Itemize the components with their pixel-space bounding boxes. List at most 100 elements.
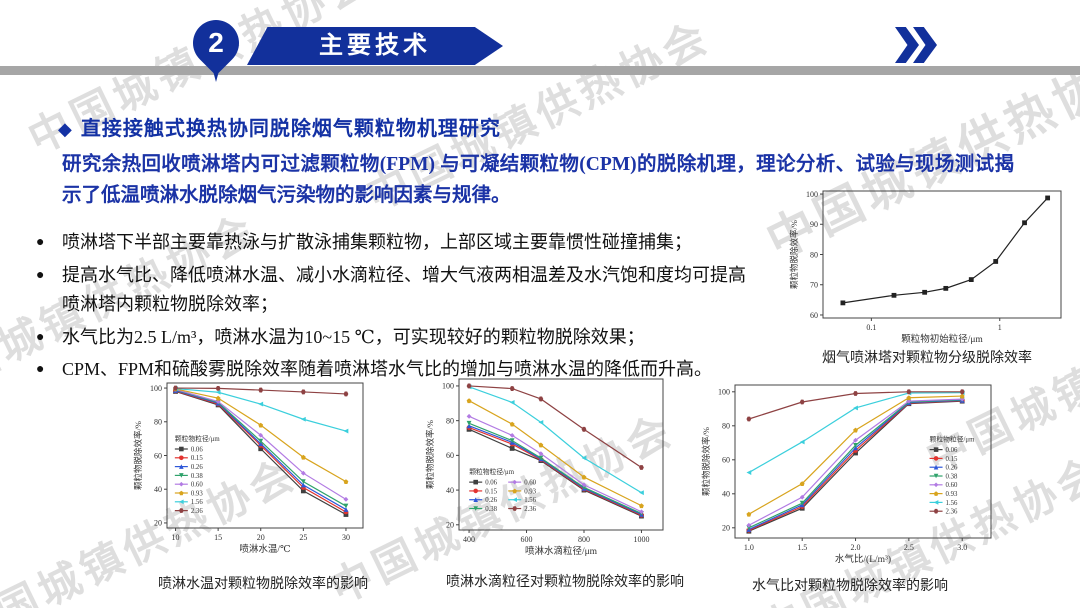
chart-droplet-size-effect: 400 600 800 1000 20 40 60 80 100 喷淋水滴粒径/μm 颗粒物脱除效率… (425, 378, 664, 557)
svg-text:60: 60 (810, 311, 818, 320)
svg-text:0.06: 0.06 (191, 446, 203, 453)
bullet-item: ● 提高水气比、降低喷淋水温、减小水滴粒径、增大气液两相温差及水汽饱和度均可提高喷… (36, 261, 760, 320)
svg-text:颗粒物粒径/μm: 颗粒物粒径/μm (930, 435, 976, 444)
chart-caption: 喷淋水温对颗粒物脱除效率的影响 (158, 577, 368, 592)
bullet-text: CPM、FPM和硫酸雾脱除效率随着喷淋塔水气比的增加与喷淋水温的降低而升高。 (62, 359, 713, 379)
svg-text:喷淋水温/℃: 喷淋水温/℃ (239, 543, 291, 555)
bullet-item: ● CPM、FPM和硫酸雾脱除效率随着喷淋塔水气比的增加与喷淋水温的降低而升高。 (36, 355, 760, 385)
chart-grade-removal-efficiency: 0.1 1 60 70 80 90 100 颗粒物初始粒径/μm 颗粒物脱除效率/% (789, 190, 1062, 345)
svg-text:80: 80 (810, 250, 818, 259)
svg-text:1.56: 1.56 (524, 497, 536, 504)
svg-text:1.56: 1.56 (946, 500, 958, 507)
svg-text:0.15: 0.15 (485, 488, 497, 495)
svg-text:颗粒物脱除效率/%: 颗粒物脱除效率/% (425, 420, 435, 489)
svg-text:0.15: 0.15 (191, 455, 203, 462)
chart-caption: 喷淋水滴粒径对颗粒物脱除效率的影响 (446, 575, 684, 590)
svg-text:0.60: 0.60 (946, 482, 958, 489)
svg-text:颗粒物脱除效率/%: 颗粒物脱除效率/% (133, 421, 143, 490)
svg-text:1000: 1000 (633, 535, 649, 544)
chart-caption: 烟气喷淋塔对颗粒物分级脱除效率 (822, 351, 1032, 366)
svg-text:0.60: 0.60 (524, 480, 536, 487)
section-number: 2 (208, 27, 224, 58)
svg-text:0.15: 0.15 (946, 456, 958, 463)
findings-bullet-list: ● 喷淋塔下半部主要靠热泳与扩散泳捕集颗粒物，上部区域主要靠惯性碰撞捕集； ● 提高… (36, 228, 760, 388)
svg-text:1: 1 (998, 323, 1002, 332)
svg-text:2.36: 2.36 (524, 506, 536, 513)
svg-text:1.5: 1.5 (797, 543, 807, 552)
chart-water-temperature-effect: 10 15 20 25 30 20 40 60 80 100 喷淋水温/℃ 颗粒物脱除效率/% 颗粒物粒… (133, 382, 364, 555)
svg-text:90: 90 (810, 220, 818, 229)
svg-text:600: 600 (521, 535, 533, 544)
svg-text:0.60: 0.60 (191, 482, 203, 489)
svg-text:15: 15 (214, 533, 222, 542)
svg-text:0.1: 0.1 (866, 323, 876, 332)
bullet-text: 喷淋塔下半部主要靠热泳与扩散泳捕集颗粒物，上部区域主要靠惯性碰撞捕集； (62, 232, 692, 252)
svg-text:3.0: 3.0 (957, 543, 967, 552)
intro-paragraph: 研究余热回收喷淋塔内可过滤颗粒物(FPM) 与可凝结颗粒物(CPM)的脱除机理，… (62, 154, 1014, 206)
svg-text:80: 80 (722, 422, 730, 431)
svg-text:20: 20 (446, 521, 454, 530)
svg-text:60: 60 (722, 456, 730, 465)
svg-text:20: 20 (154, 519, 162, 528)
svg-text:0.26: 0.26 (485, 497, 497, 504)
svg-text:40: 40 (154, 485, 162, 494)
bullet-text: 水气比为2.5 L/m³，喷淋水温为10~15 ℃，可实现较好的颗粒物脱除效果； (62, 326, 645, 347)
bullet-dot-icon: ● (36, 329, 45, 345)
svg-text:100: 100 (806, 190, 818, 199)
svg-text:100: 100 (150, 384, 162, 393)
svg-text:80: 80 (446, 416, 454, 425)
svg-text:60: 60 (446, 451, 454, 460)
bullet-item: ● 水气比为2.5 L/m³，喷淋水温为10~15 ℃，可实现较好的颗粒物脱除效果… (36, 323, 760, 353)
header: 2 主要技术 (0, 0, 1080, 95)
svg-text:颗粒物初始粒径/μm: 颗粒物初始粒径/μm (901, 333, 983, 345)
svg-text:40: 40 (446, 486, 454, 495)
svg-text:0.06: 0.06 (485, 480, 497, 487)
research-topic-heading: ◆ 直接接触式换热协同脱除烟气颗粒物机理研究 (58, 112, 501, 141)
svg-text:80: 80 (154, 418, 162, 427)
svg-text:25: 25 (299, 533, 307, 542)
research-topic-heading-text: 直接接触式换热协同脱除烟气颗粒物机理研究 (80, 118, 501, 140)
svg-text:2.5: 2.5 (904, 543, 914, 552)
svg-text:60: 60 (154, 451, 162, 460)
bullet-dot-icon: ● (36, 362, 45, 377)
svg-text:喷淋水滴粒径/μm: 喷淋水滴粒径/μm (525, 545, 598, 557)
svg-text:0.38: 0.38 (191, 473, 203, 480)
svg-text:0.38: 0.38 (946, 473, 958, 480)
svg-text:0.93: 0.93 (191, 490, 203, 497)
svg-text:100: 100 (442, 382, 454, 391)
svg-text:0.93: 0.93 (946, 491, 958, 498)
bullet-dot-icon: ● (36, 267, 45, 283)
chevron-right-icon (895, 27, 919, 63)
svg-text:0.26: 0.26 (946, 465, 958, 472)
svg-text:1.56: 1.56 (191, 499, 203, 506)
svg-text:颗粒物粒径/μm: 颗粒物粒径/μm (469, 467, 515, 476)
header-divider-bar (0, 66, 1080, 75)
svg-text:0.06: 0.06 (946, 447, 958, 454)
svg-text:2.0: 2.0 (851, 543, 861, 552)
diamond-icon: ◆ (58, 119, 73, 139)
svg-text:2.36: 2.36 (946, 509, 958, 516)
svg-text:颗粒物粒径/μm: 颗粒物粒径/μm (175, 434, 221, 443)
svg-text:20: 20 (257, 533, 265, 542)
svg-text:20: 20 (722, 524, 730, 533)
svg-text:0.38: 0.38 (485, 506, 497, 513)
svg-text:颗粒物脱除效率/%: 颗粒物脱除效率/% (789, 220, 799, 289)
chart-caption: 水气比对颗粒物脱除效率的影响 (752, 579, 948, 594)
svg-text:2.36: 2.36 (191, 508, 203, 515)
bullet-dot-icon: ● (36, 235, 45, 250)
section-title-banner: 主要技术 (247, 27, 503, 65)
svg-text:100: 100 (718, 388, 730, 397)
bullet-text: 提高水气比、降低喷淋水温、减小水滴粒径、增大气液两相温差及水汽饱和度均可提高喷淋… (62, 264, 746, 315)
svg-text:10: 10 (172, 533, 180, 542)
svg-text:0.26: 0.26 (191, 464, 203, 471)
svg-text:1.0: 1.0 (744, 543, 754, 552)
svg-text:0.93: 0.93 (524, 488, 536, 495)
svg-text:40: 40 (722, 490, 730, 499)
svg-text:颗粒物脱除效率/%: 颗粒物脱除效率/% (701, 427, 711, 496)
bullet-item: ● 喷淋塔下半部主要靠热泳与扩散泳捕集颗粒物，上部区域主要靠惯性碰撞捕集； (36, 228, 760, 258)
svg-text:800: 800 (578, 535, 590, 544)
svg-text:70: 70 (810, 281, 818, 290)
svg-text:400: 400 (463, 535, 475, 544)
svg-text:水气比/(L/m³): 水气比/(L/m³) (835, 553, 891, 565)
